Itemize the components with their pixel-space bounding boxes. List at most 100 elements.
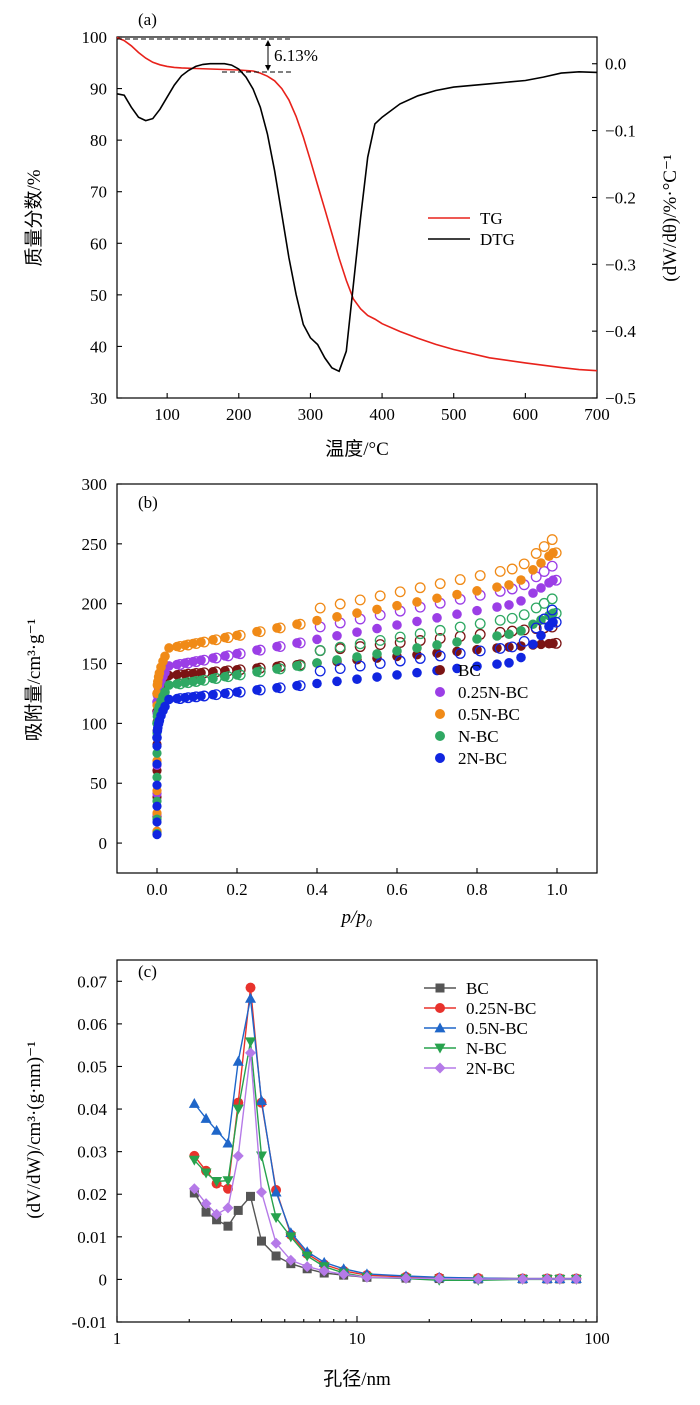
data-point-bc [504,642,514,652]
data-point-0.5n-bc [352,608,362,618]
data-point-open-0.5n-bc [546,534,558,546]
panel-b-legend: BC 0.25N-BC 0.5N-BC N-BC 2N-BC [435,661,528,768]
panel-a-series [116,36,598,373]
data-point-0.25n-bc [528,588,538,598]
panel-b-x-ticks: 0.0 0.2 0.4 0.6 0.8 1.0 [146,868,568,899]
data-point-2n-bc [152,759,162,769]
data-point-2n-bc [208,689,218,700]
x-tick-label: 0.6 [386,880,407,899]
annotation-arrow-up [265,40,271,46]
legend-label-dtg: DTG [480,230,515,249]
data-point-bc [180,669,190,679]
data-point-2n-bc [412,667,422,678]
data-point-open-2n-bc [314,665,326,677]
x-tick-label: 10 [349,1329,366,1348]
data-point-n-bc [292,661,302,671]
legend-label-n-bc: N-BC [466,1039,507,1058]
data-point-open-n-bc [414,628,426,640]
data-point-0.25n-bc [222,1183,233,1194]
data-point-0.5n-bc [528,565,538,575]
data-point-0.25n-bc [252,645,262,655]
y-right-tick-label: −0.3 [605,255,636,274]
y-right-tick-label: −0.5 [605,389,636,408]
x-tick-label: 1.0 [546,880,567,899]
data-point-2n-bc [152,741,162,751]
data-point-0.25n-bc [472,605,482,616]
data-point-open-0.25n-bc [550,574,562,586]
data-point-open-n-bc [274,663,286,675]
data-point-2n-bc [292,680,302,691]
data-point-2n-bc [352,674,362,684]
data-point-0.25n-bc [432,613,442,623]
legend-marker-bc [435,665,445,675]
data-point-open-n-bc [234,669,246,681]
data-point-0.5n-bc [516,575,526,585]
data-point-0.25n-bc [188,656,198,667]
data-point-bc [271,1251,281,1261]
data-point-0.5n-bc [245,992,257,1003]
data-point-open-2n-bc [414,653,426,664]
data-point-open-2n-bc [538,613,550,625]
data-point-n-bc [272,664,282,674]
y-tick-label: 0.03 [77,1143,107,1162]
data-point-open-0.25n-bc [274,641,286,652]
data-point-2n-bc [517,1273,529,1285]
data-point-2n-bc [272,683,282,693]
data-point-2n-bc [554,1273,566,1285]
y-left-tick-label: 50 [90,286,107,305]
legend-marker-n-bc [435,731,445,741]
panel-b-y-ticks: 0 50 100 150 200 250 300 [82,475,122,853]
data-point-2n-bc [541,1273,553,1285]
data-point-2n-bc [372,672,382,682]
data-point-open-0.5n-bc [294,618,306,630]
x-tick-label: 0.0 [146,880,167,899]
panel-a-legend: TG DTG [428,209,515,249]
data-point-open-bc [374,639,386,651]
data-point-2n-bc [312,678,322,689]
panel-a-x-label: 温度/°C [325,438,389,460]
x-tick-label: 0.2 [226,880,247,899]
data-point-0.5n-bc [180,640,190,650]
data-point-2n-bc [200,1198,212,1210]
data-point-2n-bc [270,1237,282,1249]
data-point-n-bc [232,670,242,680]
data-point-open-n-bc [494,614,506,626]
data-point-n-bc [412,643,422,653]
x-tick-label: 500 [441,405,467,424]
data-point-bc [246,1191,256,1201]
data-point-n-bc [372,649,382,659]
data-point-0.5n-bc [196,637,206,647]
data-point-2n-bc [196,691,206,701]
data-point-0.5n-bc [492,582,502,592]
data-point-0.25n-bc [208,653,218,663]
data-point-n-bc [232,1104,244,1115]
y-tick-label: 50 [90,774,107,793]
data-point-open-n-bc [474,618,486,630]
panel-a: (a) 100 200 300 400 500 600 700 30 40 50 60 70 80 90… [23,10,681,460]
legend-label-bc: BC [466,979,489,998]
data-point-open-2n-bc [494,642,506,654]
data-point-open-0.5n-bc [414,582,426,594]
data-point-open-0.5n-bc [454,574,466,586]
data-point-open-n-bc [334,641,346,653]
data-point-open-0.5n-bc [374,590,386,602]
data-point-0.5n-bc [222,1137,234,1148]
data-point-open-2n-bc [294,680,306,692]
data-point-n-bc [285,1232,297,1243]
data-point-open-n-bc [254,666,266,678]
data-point-open-0.5n-bc [518,558,530,570]
data-point-n-bc [332,655,342,665]
data-point-open-n-bc [518,609,530,621]
data-point-open-2n-bc [394,655,406,667]
data-point-2n-bc [211,1208,223,1220]
data-point-n-bc [164,680,174,690]
y-tick-label: 250 [82,535,108,554]
y-left-tick-label: 60 [90,234,107,253]
data-point-n-bc [392,646,402,656]
legend-marker-n-bc [434,1043,446,1054]
data-point-n-bc [536,615,546,625]
data-point-bc [223,1221,233,1231]
panel-c-y-ticks: -0.01 0 0.01 0.02 0.03 0.04 0.05 0.06 0.07 [72,972,122,1332]
panel-b-label: (b) [138,493,158,512]
